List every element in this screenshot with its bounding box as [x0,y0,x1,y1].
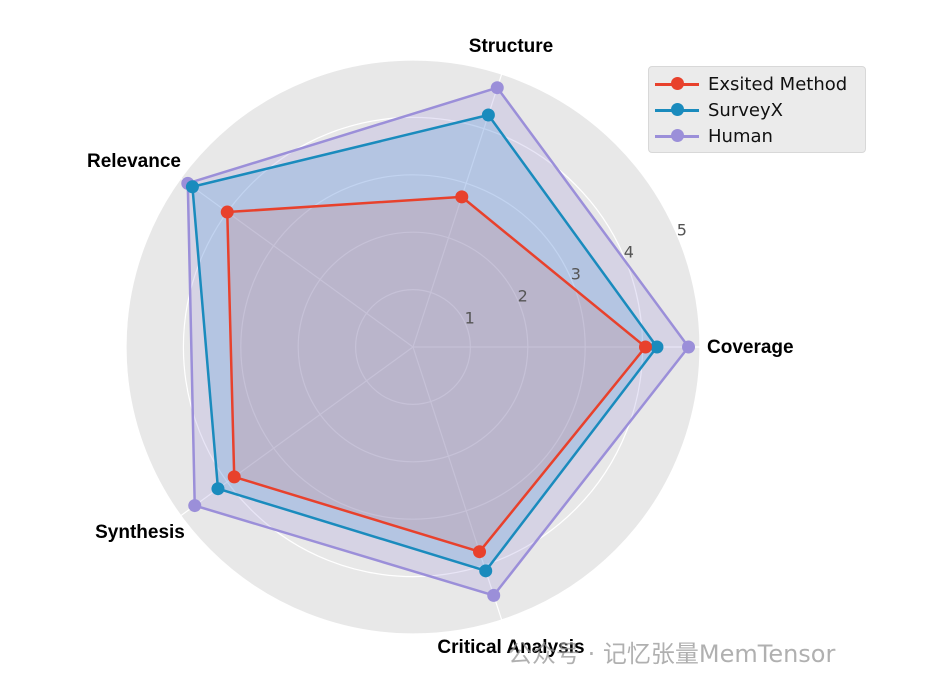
data-point [188,499,202,513]
data-point [220,205,234,219]
series-fill [227,196,646,552]
data-point [481,108,495,122]
legend-label: SurveyX [708,99,783,121]
series-line [186,86,690,597]
series-line [225,195,647,553]
grid-spoke [180,177,414,348]
axis-label-structure: Structure [469,36,553,57]
axis-label-coverage: Coverage [707,337,794,358]
legend-label: Exsited Method [708,73,848,95]
data-point [185,180,199,194]
data-point [487,588,501,602]
legend: Exsited Method SurveyX Human [648,66,866,153]
data-point [211,482,225,496]
legend-item-human: Human [655,124,773,148]
series-line [191,113,659,573]
axis-label-relevance: Relevance [87,151,181,172]
data-point [473,545,487,559]
axis-labels: Coverage Structure Relevance Synthesis Criti… [87,36,794,658]
legend-label: Human [708,125,773,147]
axis-label-critical-analysis: Critical Analysis [437,637,584,658]
series-layer [181,81,696,602]
legend-marker-icon [655,72,699,96]
data-point [490,81,504,95]
radial-tick-label: 1 [465,309,475,328]
radial-tick-label: 5 [677,221,687,240]
data-point [682,340,696,354]
legend-item-surveyx: SurveyX [655,98,783,122]
data-point [227,470,241,484]
series-fill [192,114,657,571]
legend-item-existed-method: Exsited Method [655,72,847,96]
legend-marker-icon [655,98,699,122]
axis-label-synthesis: Synthesis [95,522,185,543]
radial-tick-label: 3 [571,265,581,284]
data-point [455,190,469,204]
radial-tick-labels: 1 2 3 4 5 [465,221,687,328]
data-point [638,340,652,354]
data-point [479,564,493,578]
radial-tick-label: 2 [518,287,528,306]
radial-tick-label: 4 [624,243,634,262]
watermark: 公众号 · 记忆张量MemTensor [508,640,836,668]
data-point [650,340,664,354]
legend-marker-icon [655,124,699,148]
